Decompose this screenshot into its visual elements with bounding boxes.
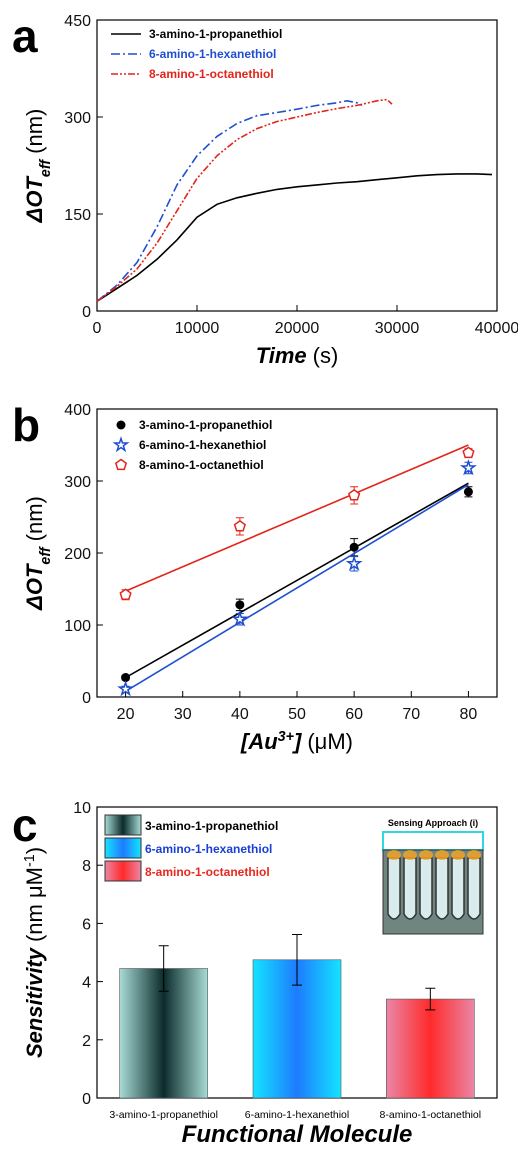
data-point xyxy=(231,610,249,627)
x-tick-label: 8-amino-1-octanethiol xyxy=(380,1109,482,1121)
x-label-sup: 3+ xyxy=(278,729,295,745)
y-tick-label: 2 xyxy=(82,1033,91,1050)
data-point xyxy=(349,542,359,552)
legend-swatch xyxy=(104,814,142,836)
legend-swatch xyxy=(104,860,142,882)
plot-frame xyxy=(96,408,498,698)
y-label-main: Sensitivity xyxy=(22,946,47,1058)
x-tick-label: 30 xyxy=(174,706,192,723)
y-tick-label: 200 xyxy=(64,546,91,563)
y-tick-label: 0 xyxy=(82,304,91,321)
error-bar xyxy=(158,945,169,992)
data-line xyxy=(96,173,493,302)
y-tick-label: 400 xyxy=(64,402,91,419)
y-tick-label: 300 xyxy=(64,474,91,491)
x-tick-label: 40 xyxy=(231,706,249,723)
data-point xyxy=(462,446,475,459)
y-label-sub: eff xyxy=(38,159,54,177)
x-label-main: Functional Molecule xyxy=(182,1121,413,1148)
y-tick-label: 6 xyxy=(82,916,91,933)
legend-swatch xyxy=(104,837,142,859)
legend-marker xyxy=(114,458,128,471)
x-label-main: Time xyxy=(256,343,307,368)
legend-label: 8-amino-1-octanethiol xyxy=(139,458,264,472)
x-label: [Au3+] (μM) xyxy=(240,729,353,754)
legend-label: 6-amino-1-hexanethiol xyxy=(145,842,272,856)
data-point xyxy=(117,680,135,697)
y-label: Sensitivity (nm μM-1) xyxy=(22,847,47,1058)
legend-label: 8-amino-1-octanethiol xyxy=(149,67,274,81)
y-label-main: ΔOT xyxy=(22,176,47,224)
y-label-unit: (nm) xyxy=(22,109,47,154)
data-point xyxy=(235,600,245,610)
y-tick-label: 450 xyxy=(64,13,91,30)
panel-label: a xyxy=(12,10,38,62)
plot-frame xyxy=(96,19,498,312)
legend-marker xyxy=(116,420,126,430)
data-line xyxy=(96,99,363,302)
y-label-sup: -1 xyxy=(22,854,38,867)
x-label-unit: (μM) xyxy=(307,729,353,754)
x-label: Functional Molecule xyxy=(182,1121,413,1148)
legend-label: 8-amino-1-octanethiol xyxy=(145,865,270,879)
bar xyxy=(386,998,475,1099)
legend-label: 3-amino-1-propanethiol xyxy=(149,27,282,41)
data-point xyxy=(459,459,477,476)
y-label-unit: (nm μM xyxy=(22,867,47,942)
y-label-close: ) xyxy=(22,847,47,854)
data-point xyxy=(119,588,132,600)
legend-label: 3-amino-1-propanethiol xyxy=(145,819,278,833)
x-label-unit: (s) xyxy=(313,343,339,368)
fit-line xyxy=(125,444,469,592)
inset-schematic xyxy=(382,831,484,935)
x-tick-label: 3-amino-1-propanethiol xyxy=(109,1109,218,1121)
fit-line xyxy=(125,482,469,679)
y-label: ΔOTeff (nm) xyxy=(22,109,54,224)
x-tick-label: 60 xyxy=(345,706,363,723)
data-point xyxy=(345,554,363,572)
y-label-unit: (nm) xyxy=(22,496,47,541)
y-label-sub: eff xyxy=(38,546,54,564)
error-bar xyxy=(292,933,302,986)
x-tick-label: 0 xyxy=(93,320,102,337)
x-tick-label: 30000 xyxy=(375,320,420,337)
error-bar xyxy=(425,987,436,1011)
legend-marker xyxy=(112,436,130,453)
x-tick-label: 20 xyxy=(117,706,135,723)
data-point xyxy=(463,487,473,497)
x-tick-label: 6-amino-1-hexanethiol xyxy=(245,1109,349,1121)
x-tick-label: 80 xyxy=(460,706,478,723)
data-line xyxy=(96,98,393,302)
x-label-close: ] xyxy=(292,729,302,754)
legend-label: 3-amino-1-propanethiol xyxy=(139,418,272,432)
y-tick-label: 300 xyxy=(64,110,91,127)
y-tick-label: 10 xyxy=(73,800,91,817)
y-tick-label: 0 xyxy=(82,690,91,707)
y-tick-label: 150 xyxy=(64,207,91,224)
data-point xyxy=(348,488,361,501)
x-tick-label: 10000 xyxy=(175,320,220,337)
x-tick-label: 20000 xyxy=(275,320,320,337)
x-tick-label: 50 xyxy=(288,706,306,723)
x-label-main: [Au xyxy=(240,729,278,754)
y-tick-label: 0 xyxy=(82,1091,91,1108)
legend-label: 6-amino-1-hexanethiol xyxy=(139,438,266,452)
data-point xyxy=(233,519,246,532)
y-tick-label: 8 xyxy=(82,858,91,875)
x-tick-label: 40000 xyxy=(475,320,518,337)
x-tick-label: 70 xyxy=(402,706,420,723)
panel-label: b xyxy=(12,399,40,451)
fit-line xyxy=(125,483,469,692)
y-label-main: ΔOT xyxy=(22,563,47,611)
panel-label: c xyxy=(12,799,38,851)
data-point xyxy=(121,673,131,683)
inset-title: Sensing Approach (i) xyxy=(388,818,478,828)
y-tick-label: 100 xyxy=(64,618,91,635)
x-label: Time (s) xyxy=(256,343,339,368)
y-label: ΔOTeff (nm) xyxy=(22,496,54,611)
y-tick-label: 4 xyxy=(82,975,91,992)
legend-label: 6-amino-1-hexanethiol xyxy=(149,47,276,61)
